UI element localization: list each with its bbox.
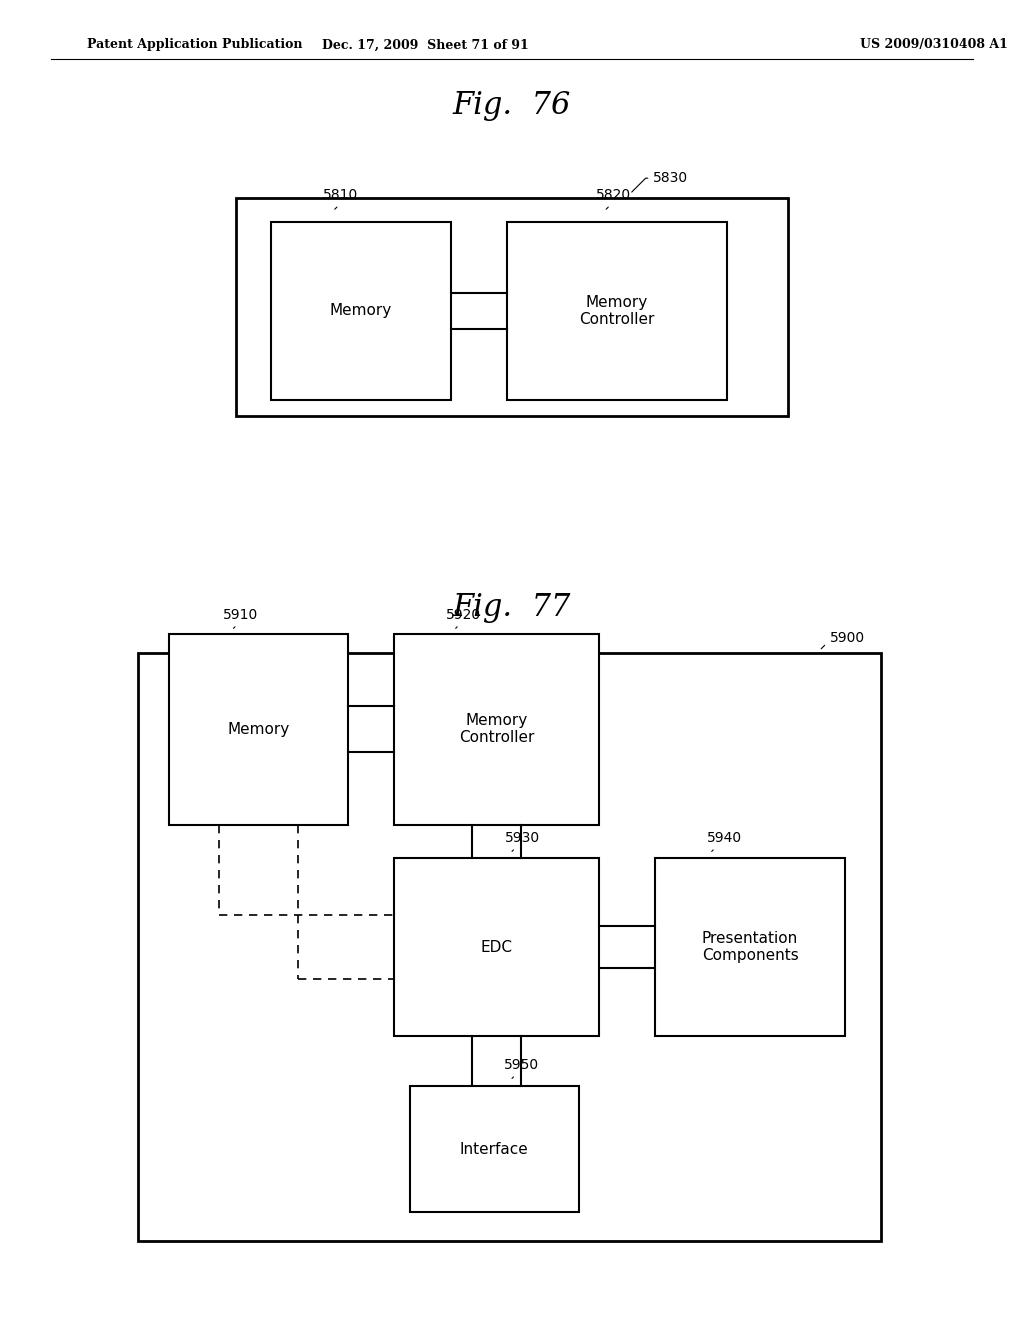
Text: 5910: 5910 bbox=[223, 609, 258, 628]
Bar bbox=[410, 1086, 579, 1212]
Text: Memory: Memory bbox=[330, 304, 392, 318]
Bar bbox=[271, 222, 451, 400]
Text: Presentation
Components: Presentation Components bbox=[701, 931, 799, 964]
Text: 5940: 5940 bbox=[707, 832, 741, 851]
Text: 5920: 5920 bbox=[445, 609, 480, 628]
Text: Fig.  76: Fig. 76 bbox=[453, 90, 571, 121]
Text: 5820: 5820 bbox=[596, 189, 631, 210]
Bar bbox=[655, 858, 845, 1036]
Bar bbox=[236, 198, 788, 416]
Bar bbox=[507, 222, 727, 400]
Text: Memory
Controller: Memory Controller bbox=[580, 294, 654, 327]
Text: US 2009/0310408 A1: US 2009/0310408 A1 bbox=[860, 38, 1008, 51]
Text: 5830: 5830 bbox=[632, 172, 688, 193]
Bar bbox=[138, 653, 881, 1241]
Text: Patent Application Publication: Patent Application Publication bbox=[87, 38, 302, 51]
Text: Memory
Controller: Memory Controller bbox=[459, 713, 535, 746]
Text: 5900: 5900 bbox=[821, 631, 864, 649]
Text: 5930: 5930 bbox=[505, 832, 540, 851]
Text: EDC: EDC bbox=[480, 940, 513, 954]
Bar bbox=[394, 634, 599, 825]
Bar bbox=[394, 858, 599, 1036]
Text: 5950: 5950 bbox=[504, 1059, 539, 1078]
Text: Memory: Memory bbox=[227, 722, 290, 737]
Text: Dec. 17, 2009  Sheet 71 of 91: Dec. 17, 2009 Sheet 71 of 91 bbox=[322, 38, 528, 51]
Text: Interface: Interface bbox=[460, 1142, 528, 1156]
Bar bbox=[169, 634, 348, 825]
Text: 5810: 5810 bbox=[323, 189, 357, 210]
Text: Fig.  77: Fig. 77 bbox=[453, 591, 571, 623]
